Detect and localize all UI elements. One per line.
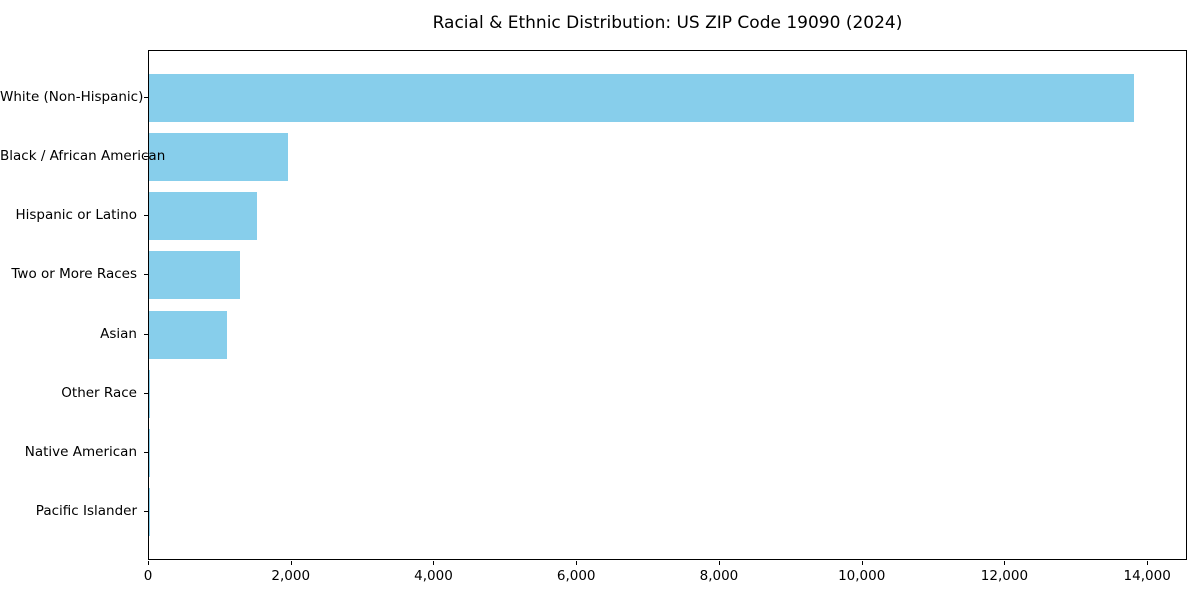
y-tick-label: Black / African American: [0, 148, 166, 165]
bar: [149, 133, 289, 182]
y-tick-label: Pacific Islander: [35, 503, 137, 519]
y-tick-label: Asian: [100, 325, 137, 342]
chart-title: Racial & Ethnic Distribution: US ZIP Cod…: [432, 13, 903, 33]
bar: [149, 192, 257, 241]
x-tick-mark: [861, 561, 863, 565]
x-tick-mark: [576, 561, 578, 565]
x-tick-label: 6,000: [556, 568, 596, 584]
y-tick-label: White (Non-Hispanic): [0, 89, 144, 105]
x-tick-mark: [1004, 561, 1006, 565]
x-tick-label: 8,000: [699, 568, 739, 584]
y-tick-mark: [144, 511, 148, 512]
bar: [149, 428, 150, 477]
x-tick-label: 12,000: [980, 568, 1029, 584]
x-tick-mark: [1147, 561, 1149, 565]
y-tick-mark: [144, 97, 148, 98]
x-tick-label: 4,000: [414, 568, 453, 584]
bar: [149, 251, 240, 300]
y-tick-mark: [144, 333, 148, 335]
y-tick-label: Hispanic or Latino: [15, 207, 137, 224]
y-tick-mark: [144, 156, 148, 158]
x-axis: 0 2,000 4,000 6,000 8,000 10,000 12,000 14,000: [144, 561, 1187, 600]
y-tick-mark: [144, 274, 148, 276]
x-tick-label: 10,000: [838, 568, 886, 584]
bar: [149, 74, 1134, 122]
x-tick-label: 0: [143, 568, 153, 584]
bar: [149, 369, 151, 418]
x-tick-label: 14,000: [1123, 568, 1171, 584]
x-tick-mark: [148, 561, 149, 565]
y-tick-mark: [144, 451, 148, 453]
bar: [149, 310, 227, 359]
y-tick-mark: [144, 392, 148, 394]
y-tick-label: Native American: [24, 443, 137, 460]
y-tick-mark: [144, 215, 148, 217]
x-tick-mark: [718, 561, 720, 565]
y-axis: White (Non-Hispanic) Black / African Amer…: [0, 50, 166, 560]
plot-area: [148, 50, 1187, 560]
x-tick-mark: [433, 561, 435, 565]
x-tick-label: 2,000: [271, 568, 311, 584]
x-tick-mark: [290, 561, 292, 565]
y-tick-label: Other Race: [61, 384, 137, 401]
y-tick-label: Two or More Races: [11, 266, 137, 283]
